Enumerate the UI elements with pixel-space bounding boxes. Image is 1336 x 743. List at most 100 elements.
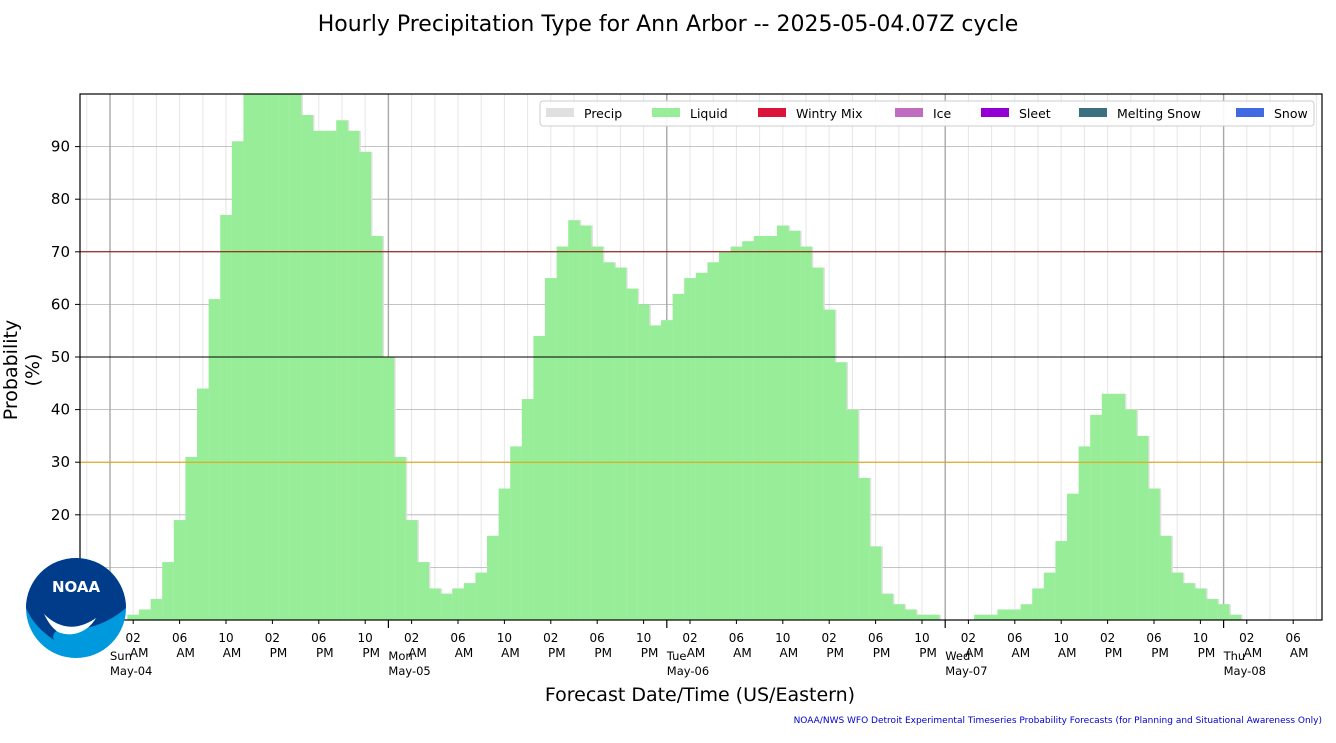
liquid-bar <box>1183 583 1195 620</box>
liquid-bar <box>139 609 151 620</box>
axis-layer: 203040506070809002AM06AM10AM02PM06PM10PM… <box>51 93 1323 678</box>
liquid-bar <box>185 456 197 620</box>
x-tick-hour-label: 10 <box>358 631 373 645</box>
threshold-layer <box>80 251 1322 463</box>
liquid-bar <box>533 335 545 620</box>
x-tick-ampm-label: AM <box>408 646 427 660</box>
liquid-bar <box>475 572 487 620</box>
liquid-bar <box>1148 488 1160 620</box>
liquid-bar <box>1101 393 1114 620</box>
liquid-bar <box>1067 493 1079 620</box>
liquid-bar <box>858 477 870 620</box>
liquid-bar <box>1136 435 1149 620</box>
x-tick-ampm-label: PM <box>594 646 612 660</box>
liquid-bar <box>359 151 371 621</box>
x-tick-ampm-label: AM <box>1012 646 1031 660</box>
liquid-bar <box>208 299 221 620</box>
liquid-bar <box>1229 614 1241 620</box>
liquid-bar <box>556 246 569 621</box>
legend-label: Liquid <box>690 106 728 121</box>
liquid-bar <box>1020 604 1033 620</box>
x-tick-ampm-label: PM <box>548 646 566 660</box>
day-name-label: Sun <box>110 649 132 663</box>
liquid-bar <box>881 593 893 620</box>
liquid-bar <box>150 598 163 620</box>
x-tick-ampm-label: AM <box>130 646 149 660</box>
legend-label: Sleet <box>1019 106 1051 121</box>
legend-swatch <box>546 108 574 117</box>
day-name-label: Tue <box>666 649 687 663</box>
liquid-bar <box>1090 414 1102 620</box>
liquid-bar <box>1206 598 1218 620</box>
liquid-bar <box>440 593 453 620</box>
x-tick-hour-label: 02 <box>1239 631 1254 645</box>
y-tick-label: 80 <box>51 190 70 208</box>
liquid-bar <box>1217 604 1230 620</box>
legend-label: Ice <box>933 106 952 121</box>
x-tick-hour-label: 06 <box>590 631 605 645</box>
x-tick-ampm-label: AM <box>780 646 799 660</box>
legend-swatch <box>1079 108 1107 117</box>
liquid-bar <box>707 262 719 620</box>
liquid-bar <box>869 546 882 620</box>
legend-label: Precip <box>584 106 622 121</box>
liquid-bar <box>173 520 186 620</box>
x-tick-ampm-label: PM <box>641 646 659 660</box>
liquid-bar <box>811 267 824 620</box>
liquid-bar <box>626 288 638 620</box>
liquid-bar <box>394 456 406 620</box>
x-tick-hour-label: 10 <box>775 631 790 645</box>
day-date-label: May-05 <box>388 664 430 678</box>
liquid-bar <box>800 246 812 621</box>
y-axis-label: Probability (%) <box>0 319 44 421</box>
liquid-bar <box>684 278 696 620</box>
x-tick-hour-label: 06 <box>1007 631 1022 645</box>
x-tick-ampm-label: PM <box>1105 646 1123 660</box>
x-tick-hour-label: 06 <box>729 631 744 645</box>
liquid-bar <box>382 357 395 620</box>
liquid-bar <box>1194 588 1207 620</box>
liquid-bar <box>487 535 499 620</box>
liquid-bar <box>985 614 998 620</box>
x-tick-hour-label: 02 <box>126 631 141 645</box>
liquid-bar <box>1113 393 1125 620</box>
y-tick-label: 40 <box>51 401 70 419</box>
x-tick-ampm-label: AM <box>1244 646 1263 660</box>
liquid-bar <box>788 230 801 620</box>
x-tick-hour-label: 10 <box>218 631 233 645</box>
liquid-bar <box>927 614 940 620</box>
liquid-bar <box>661 320 673 620</box>
x-tick-ampm-label: AM <box>687 646 706 660</box>
liquid-bar <box>730 246 743 621</box>
legend-label: Melting Snow <box>1117 106 1201 121</box>
liquid-bar <box>510 446 522 620</box>
liquid-bar <box>591 246 603 621</box>
x-tick-ampm-label: AM <box>455 646 474 660</box>
chart-title: Hourly Precipitation Type for Ann Arbor … <box>317 12 1019 37</box>
x-axis-label: Forecast Date/Time (US/Eastern) <box>544 684 856 706</box>
x-tick-ampm-label: PM <box>316 646 334 660</box>
legend-swatch <box>1236 108 1264 117</box>
x-tick-ampm-label: PM <box>1151 646 1169 660</box>
x-tick-hour-label: 06 <box>868 631 883 645</box>
day-date-label: May-07 <box>945 664 987 678</box>
liquid-bar <box>371 236 383 620</box>
liquid-bar <box>405 520 418 620</box>
legend-swatch <box>981 108 1009 117</box>
liquid-bar <box>452 588 464 620</box>
x-tick-ampm-label: PM <box>873 646 891 660</box>
y-tick-label: 90 <box>51 138 70 156</box>
liquid-bar <box>301 115 313 620</box>
x-tick-hour-label: 02 <box>265 631 280 645</box>
y-tick-label: 20 <box>51 506 70 524</box>
x-tick-ampm-label: AM <box>176 646 195 660</box>
x-tick-ampm-label: PM <box>826 646 844 660</box>
footer-disclaimer: NOAA/NWS WFO Detroit Experimental Timese… <box>793 716 1322 726</box>
liquid-bar <box>1171 572 1183 620</box>
y-tick-label: 50 <box>51 348 70 366</box>
day-name-label: Thu <box>1223 649 1246 663</box>
liquid-bar <box>974 614 986 620</box>
liquid-bar <box>672 293 685 620</box>
liquid-bar <box>719 251 731 621</box>
y-tick-label: 70 <box>51 243 70 261</box>
